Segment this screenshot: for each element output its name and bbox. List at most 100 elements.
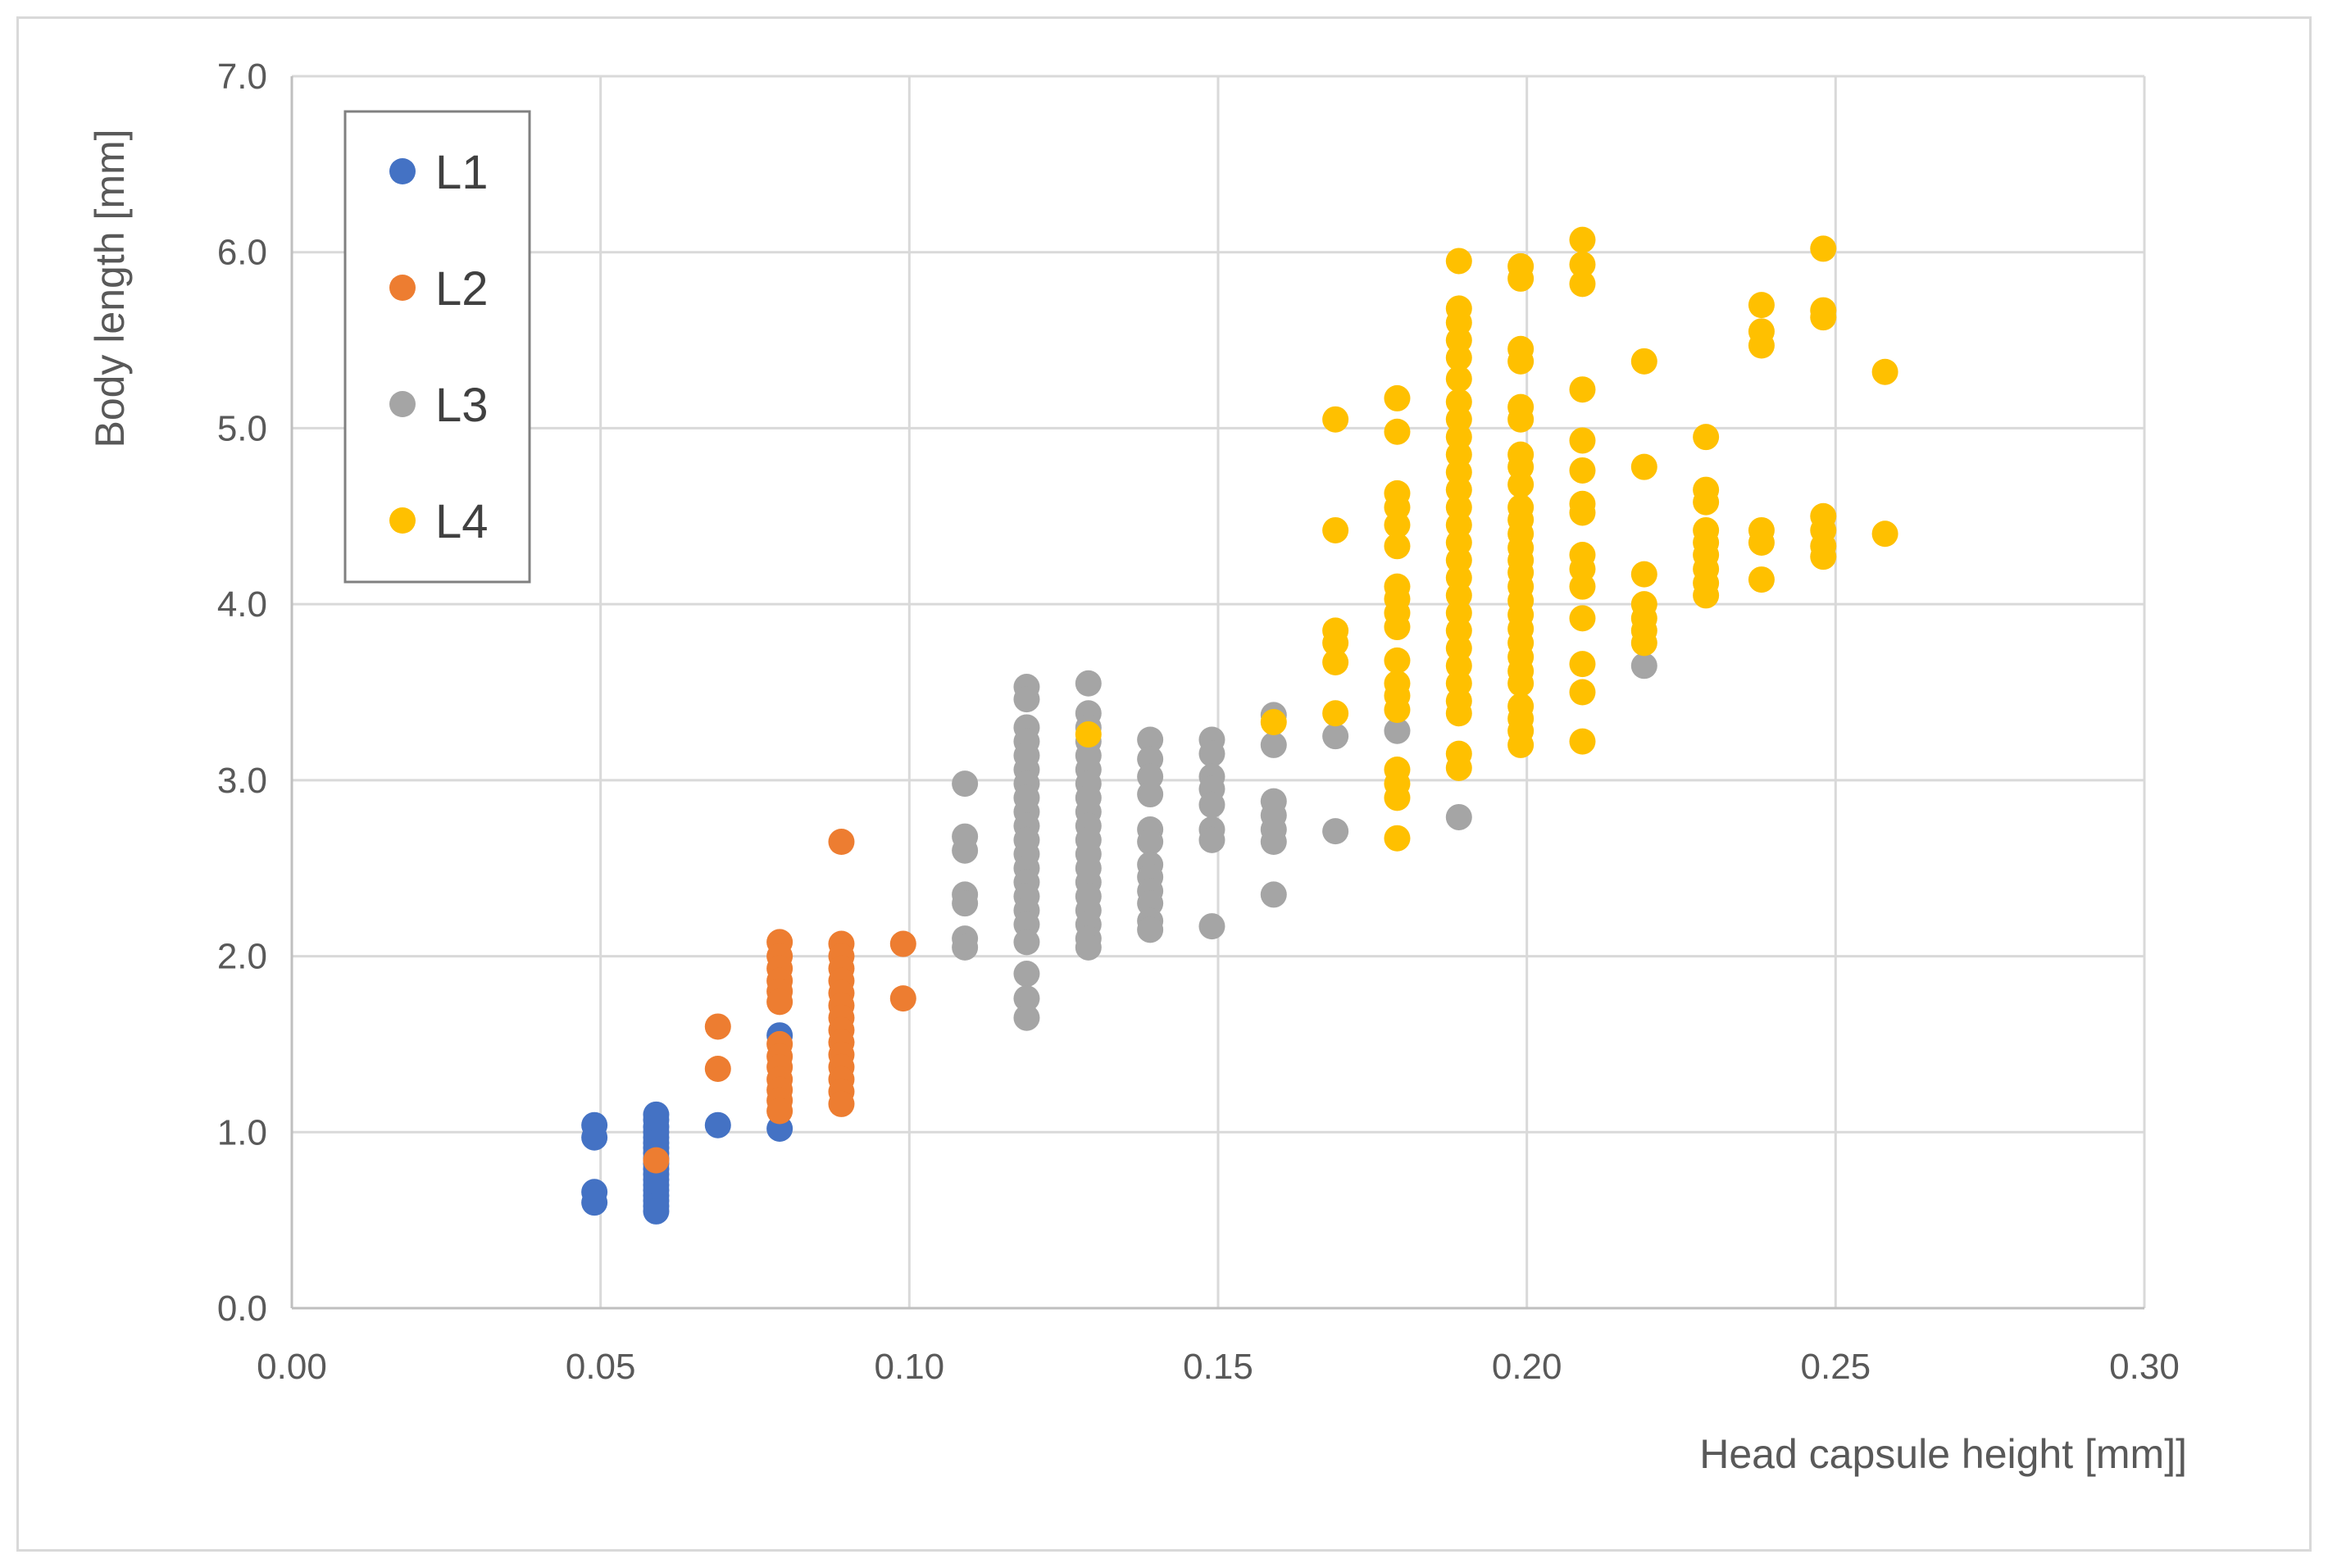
data-point-l4 bbox=[1384, 614, 1411, 641]
series-L2 bbox=[643, 829, 916, 1174]
axes bbox=[290, 76, 2144, 1310]
data-point-l4 bbox=[1322, 406, 1349, 433]
data-point-l3 bbox=[1137, 916, 1164, 943]
data-point-l4 bbox=[1322, 516, 1349, 543]
data-point-l4 bbox=[1569, 605, 1596, 632]
series-L1 bbox=[581, 1022, 793, 1225]
data-point-l4 bbox=[1569, 679, 1596, 706]
data-point-l1 bbox=[581, 1124, 608, 1151]
data-point-l3 bbox=[1260, 881, 1287, 908]
data-point-l4 bbox=[1445, 700, 1472, 727]
data-point-l4 bbox=[1693, 489, 1720, 516]
legend-marker-l3 bbox=[389, 391, 416, 417]
data-point-l3 bbox=[1075, 670, 1102, 697]
data-point-l4 bbox=[1445, 366, 1472, 393]
data-point-l4 bbox=[1693, 582, 1720, 609]
data-point-l4 bbox=[1384, 825, 1411, 852]
data-point-l4 bbox=[1748, 566, 1775, 593]
data-point-l2 bbox=[889, 930, 916, 957]
data-point-l3 bbox=[952, 890, 979, 917]
data-points bbox=[581, 226, 1898, 1225]
data-point-l4 bbox=[1810, 543, 1837, 570]
data-point-l4 bbox=[1384, 696, 1411, 723]
legend-label-l1: L1 bbox=[435, 146, 489, 199]
series-L3 bbox=[952, 652, 1657, 1031]
data-point-l2 bbox=[766, 989, 793, 1016]
y-tick-label: 1.0 bbox=[217, 1112, 267, 1152]
data-point-l4 bbox=[1075, 721, 1102, 748]
data-point-l4 bbox=[1569, 251, 1596, 278]
data-point-l4 bbox=[1630, 348, 1657, 375]
data-point-l2 bbox=[643, 1147, 670, 1174]
legend-marker-l4 bbox=[389, 507, 416, 534]
data-point-l4 bbox=[1507, 265, 1535, 292]
data-point-l3 bbox=[1322, 818, 1349, 845]
x-tick-label: 0.10 bbox=[875, 1347, 945, 1387]
data-point-l4 bbox=[1384, 384, 1411, 411]
data-point-l4 bbox=[1507, 406, 1535, 433]
data-point-l4 bbox=[1384, 784, 1411, 811]
data-point-l4 bbox=[1322, 629, 1349, 657]
data-point-l4 bbox=[1569, 457, 1596, 484]
data-point-l4 bbox=[1630, 629, 1657, 657]
data-point-l1 bbox=[704, 1111, 731, 1139]
legend-label-l4: L4 bbox=[435, 495, 489, 548]
data-point-l4 bbox=[1871, 358, 1898, 385]
data-point-l4 bbox=[1569, 270, 1596, 298]
data-point-l4 bbox=[1445, 754, 1472, 781]
y-tick-label: 6.0 bbox=[217, 233, 267, 273]
data-point-l3 bbox=[1198, 913, 1225, 940]
data-point-l4 bbox=[1384, 533, 1411, 560]
data-point-l4 bbox=[1569, 499, 1596, 526]
data-point-l4 bbox=[1748, 292, 1775, 319]
x-axis-title: Head capsule height [mm]] bbox=[1699, 1431, 2187, 1477]
data-point-l3 bbox=[952, 770, 979, 798]
data-point-l4 bbox=[1507, 471, 1535, 498]
data-point-l4 bbox=[1748, 332, 1775, 359]
data-point-l3 bbox=[1013, 686, 1040, 713]
x-tick-label: 0.30 bbox=[2109, 1347, 2180, 1387]
data-point-l3 bbox=[1198, 740, 1225, 767]
data-point-l2 bbox=[766, 1098, 793, 1125]
data-point-l4 bbox=[1322, 700, 1349, 727]
data-point-l4 bbox=[1569, 728, 1596, 755]
y-tick-label: 4.0 bbox=[217, 584, 267, 625]
data-point-l4 bbox=[1384, 647, 1411, 674]
data-point-l4 bbox=[1569, 376, 1596, 403]
y-tick-label: 2.0 bbox=[217, 937, 267, 977]
data-point-l3 bbox=[1075, 934, 1102, 961]
data-point-l3 bbox=[1445, 803, 1472, 830]
data-point-l4 bbox=[1693, 424, 1720, 451]
data-point-l4 bbox=[1630, 453, 1657, 480]
data-point-l2 bbox=[704, 1013, 731, 1040]
data-point-l3 bbox=[1013, 985, 1040, 1012]
x-tick-label: 0.20 bbox=[1492, 1347, 1562, 1387]
y-tick-label: 3.0 bbox=[217, 761, 267, 801]
data-point-l4 bbox=[1569, 427, 1596, 454]
data-point-l1 bbox=[581, 1189, 608, 1216]
data-point-l3 bbox=[1198, 791, 1225, 818]
data-point-l4 bbox=[1748, 529, 1775, 556]
data-point-l3 bbox=[1384, 717, 1411, 744]
legend-label-l3: L3 bbox=[435, 379, 489, 432]
data-point-l4 bbox=[1445, 248, 1472, 275]
series-L4 bbox=[1075, 226, 1898, 852]
legend-marker-l2 bbox=[389, 275, 416, 301]
legend-marker-l1 bbox=[389, 158, 416, 184]
data-point-l3 bbox=[1013, 929, 1040, 956]
scatter-chart: 0.00 0.05 0.10 0.15 0.20 0.25 0.30 0.0 1.0 2.0 3.0… bbox=[87, 57, 2187, 1477]
data-point-l4 bbox=[1810, 304, 1837, 331]
data-point-l3 bbox=[1260, 731, 1287, 758]
data-point-l4 bbox=[1384, 418, 1411, 445]
data-point-l4 bbox=[1569, 226, 1596, 253]
data-point-l4 bbox=[1260, 709, 1287, 736]
legend-box bbox=[343, 110, 531, 584]
data-point-l4 bbox=[1507, 731, 1535, 758]
data-point-l3 bbox=[952, 837, 979, 864]
data-point-l2 bbox=[889, 985, 916, 1012]
y-tick-label: 0.0 bbox=[217, 1288, 267, 1329]
data-point-l2 bbox=[828, 1090, 855, 1117]
x-tick-label: 0.15 bbox=[1183, 1347, 1253, 1387]
data-point-l4 bbox=[1322, 648, 1349, 675]
data-point-l4 bbox=[1871, 520, 1898, 548]
